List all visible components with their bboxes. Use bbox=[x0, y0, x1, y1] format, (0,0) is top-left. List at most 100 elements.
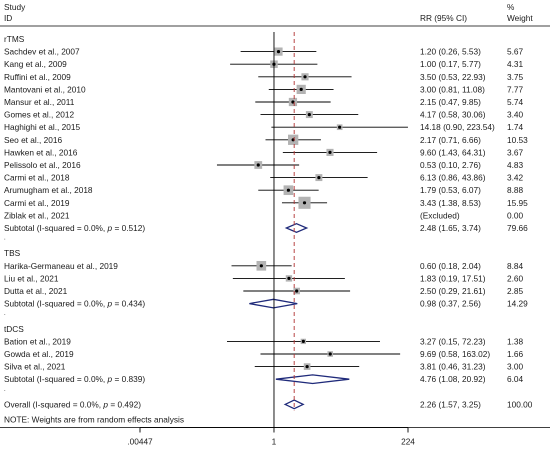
study-label: Gomes et al., 2012 bbox=[4, 110, 74, 120]
study-ci-text: 1.20 (0.26, 5.53) bbox=[420, 47, 481, 57]
study-ci-text: 9.69 (0.58, 163.02) bbox=[420, 349, 490, 359]
study-ci-text: 2.50 (0.29, 21.61) bbox=[420, 286, 486, 296]
point-estimate bbox=[276, 50, 281, 54]
study-weight: 1.38 bbox=[507, 336, 524, 346]
overall-ci-text: 2.26 (1.57, 3.25) bbox=[420, 399, 481, 409]
study-ci-text: 3.43 (1.38, 8.53) bbox=[420, 198, 481, 208]
x-tick-label: 224 bbox=[401, 437, 415, 447]
x-tick-label: .00447 bbox=[127, 437, 153, 447]
separator-dot: . bbox=[4, 236, 6, 242]
study-weight: 5.67 bbox=[507, 47, 524, 57]
study-ci-text: 0.60 (0.18, 2.04) bbox=[420, 261, 481, 271]
study-weight: 1.66 bbox=[507, 349, 524, 359]
study-label: Pelissolo et al., 2016 bbox=[4, 160, 81, 170]
study-ci-text: 3.50 (0.53, 22.93) bbox=[420, 72, 486, 82]
subtotal-label: Subtotal (I-squared = 0.0%, p = 0.512) bbox=[4, 223, 145, 233]
subtotal-ci-text: 0.98 (0.37, 2.56) bbox=[420, 299, 481, 309]
study-weight: 3.67 bbox=[507, 147, 524, 157]
header-percent: % bbox=[507, 2, 515, 12]
subtotal-diamond bbox=[284, 222, 309, 234]
study-weight: 15.95 bbox=[507, 198, 528, 208]
note-text: NOTE: Weights are from random effects an… bbox=[4, 415, 184, 425]
point-estimate bbox=[301, 339, 305, 343]
subtotal-label: Subtotal (I-squared = 0.0%, p = 0.434) bbox=[4, 299, 145, 309]
study-ci-text: 3.00 (0.81, 11.08) bbox=[420, 84, 485, 94]
study-label: Haghighi et al., 2015 bbox=[4, 122, 80, 132]
subtotal-weight: 6.04 bbox=[507, 374, 524, 384]
study-weight: 0.00 bbox=[507, 210, 524, 220]
study-weight: 8.84 bbox=[507, 261, 524, 271]
study-label: Carmi et al., 2018 bbox=[4, 173, 70, 183]
group-label: rTMS bbox=[4, 34, 25, 44]
study-label: Liu et al., 2021 bbox=[4, 273, 59, 283]
subtotal-ci-text: 2.48 (1.65, 3.74) bbox=[420, 223, 481, 233]
study-weight: 7.77 bbox=[507, 84, 524, 94]
point-estimate bbox=[307, 113, 311, 117]
header-weight: Weight bbox=[507, 13, 533, 23]
x-tick-label: 1 bbox=[272, 437, 277, 447]
study-weight: 5.74 bbox=[507, 97, 524, 107]
study-ci-text: (Excluded) bbox=[420, 210, 460, 220]
study-ci-text: 9.60 (1.43, 64.31) bbox=[420, 147, 486, 157]
study-ci-text: 2.17 (0.71, 6.66) bbox=[420, 135, 481, 145]
point-estimate bbox=[305, 365, 309, 369]
subtotal-weight: 14.29 bbox=[507, 299, 528, 309]
group-label: tDCS bbox=[4, 324, 24, 334]
study-ci-text: 4.17 (0.58, 30.06) bbox=[420, 110, 486, 120]
study-weight: 2.60 bbox=[507, 273, 524, 283]
subtotal-ci-text: 4.76 (1.08, 20.92) bbox=[420, 374, 486, 384]
subtotal-label: Subtotal (I-squared = 0.0%, p = 0.839) bbox=[4, 374, 145, 384]
study-weight: 10.53 bbox=[507, 135, 528, 145]
point-estimate bbox=[286, 188, 291, 192]
study-ci-text: 2.15 (0.47, 9.85) bbox=[420, 97, 481, 107]
study-ci-text: 1.79 (0.53, 6.07) bbox=[420, 185, 481, 195]
point-estimate bbox=[338, 125, 342, 129]
group-label: TBS bbox=[4, 248, 21, 258]
point-estimate bbox=[328, 352, 332, 356]
overall-weight: 100.00 bbox=[507, 399, 533, 409]
study-weight: 3.75 bbox=[507, 72, 524, 82]
study-ci-text: 3.27 (0.15, 72.23) bbox=[420, 336, 486, 346]
study-ci-text: 1.00 (0.17, 5.77) bbox=[420, 59, 481, 69]
header-rr: RR (95% CI) bbox=[420, 13, 467, 23]
study-weight: 3.00 bbox=[507, 362, 524, 372]
header-study: Study bbox=[4, 2, 26, 12]
study-label: Ruffini et al., 2009 bbox=[4, 72, 71, 82]
study-weight: 1.74 bbox=[507, 122, 524, 132]
study-label: Mantovani et al., 2010 bbox=[4, 84, 86, 94]
study-ci-text: 1.83 (0.19, 17.51) bbox=[420, 273, 486, 283]
study-label: Dutta et al., 2021 bbox=[4, 286, 68, 296]
study-label: Kang et al., 2009 bbox=[4, 59, 67, 69]
point-estimate bbox=[287, 276, 291, 280]
study-ci-text: 3.81 (0.46, 31.23) bbox=[420, 362, 486, 372]
study-label: Sachdev et al., 2007 bbox=[4, 47, 80, 57]
study-weight: 3.40 bbox=[507, 110, 524, 120]
study-label: Bation et al., 2019 bbox=[4, 336, 71, 346]
separator-dot: . bbox=[4, 387, 6, 393]
point-estimate bbox=[299, 87, 303, 91]
study-label: Arumugham et al., 2018 bbox=[4, 185, 93, 195]
study-label: Hawken et al., 2016 bbox=[4, 147, 78, 157]
study-label: Mansur et al., 2011 bbox=[4, 97, 75, 107]
overall-label: Overall (I-squared = 0.0%, p = 0.492) bbox=[4, 399, 141, 409]
subtotal-diamond bbox=[275, 374, 350, 385]
point-estimate bbox=[303, 75, 307, 79]
study-ci-text: 0.53 (0.10, 2.76) bbox=[420, 160, 481, 170]
study-label: Seo et al., 2016 bbox=[4, 135, 63, 145]
point-estimate bbox=[256, 163, 260, 167]
point-estimate bbox=[302, 201, 307, 205]
study-weight: 4.83 bbox=[507, 160, 524, 170]
point-estimate bbox=[328, 150, 332, 154]
point-estimate bbox=[317, 176, 321, 180]
study-label: Gowda et al., 2019 bbox=[4, 349, 74, 359]
subtotal-weight: 79.66 bbox=[507, 223, 528, 233]
study-label: Harika-Germaneau et al., 2019 bbox=[4, 261, 118, 271]
point-estimate bbox=[259, 264, 263, 268]
study-label: Carmi et al., 2019 bbox=[4, 198, 70, 208]
study-label: Ziblak et al., 2021 bbox=[4, 210, 70, 220]
study-weight: 3.42 bbox=[507, 173, 524, 183]
study-weight: 8.88 bbox=[507, 185, 524, 195]
study-weight: 2.85 bbox=[507, 286, 524, 296]
subtotal-diamond bbox=[249, 298, 298, 309]
